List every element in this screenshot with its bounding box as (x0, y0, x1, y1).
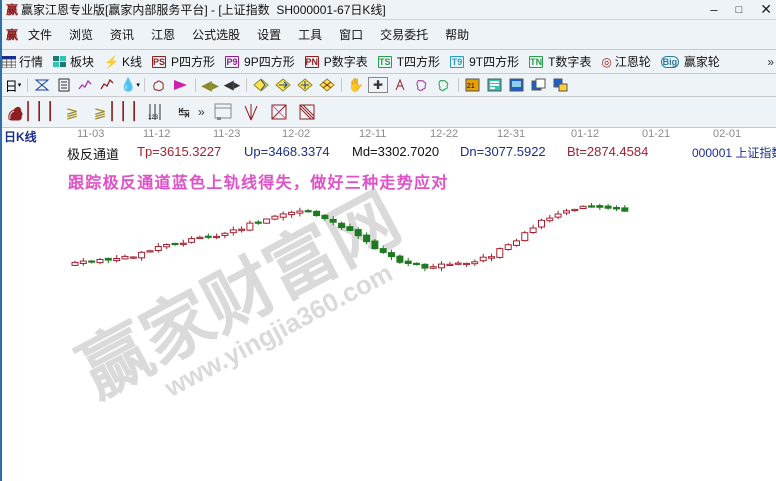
svg-text:21: 21 (467, 83, 475, 90)
svg-text:123: 123 (148, 115, 159, 121)
